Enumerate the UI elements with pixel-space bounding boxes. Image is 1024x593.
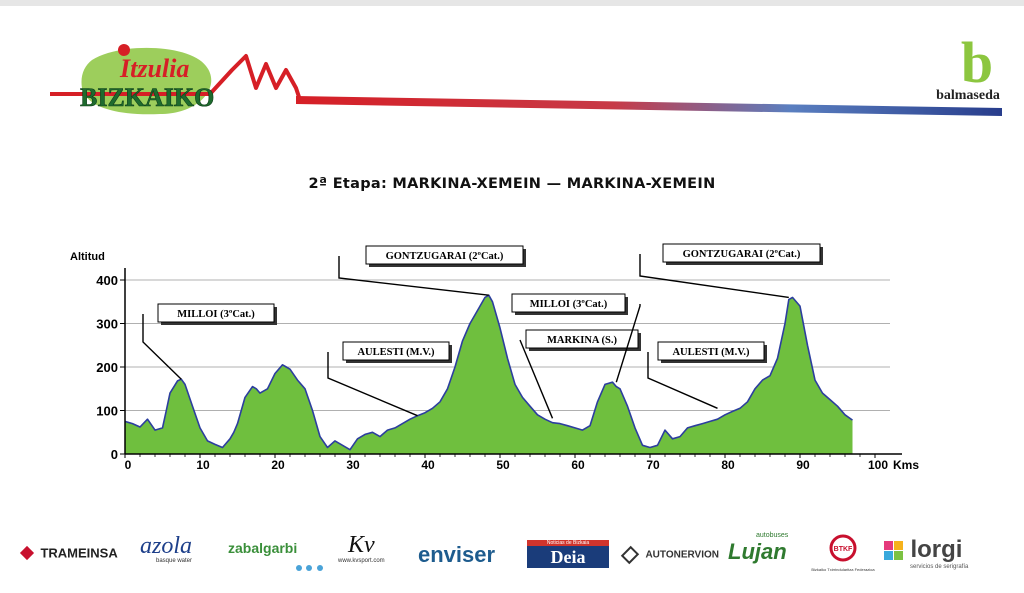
- x-axis-unit: Kms: [893, 458, 919, 472]
- autonervion-icon: [620, 545, 640, 564]
- top-border: [0, 0, 1024, 6]
- x-tick-label: 50: [496, 458, 510, 472]
- sponsor-trameinsa: TRAMEINSA: [19, 544, 118, 562]
- sponsor-deia: Noticias de Bizkaia Deia: [527, 540, 609, 568]
- sponsor-enviser: enviser: [418, 542, 495, 568]
- annotation: MILLOI (3ºCat.): [142, 303, 277, 380]
- sponsor-kvsport: Kv www.kvsport.com: [338, 532, 385, 564]
- x-tick-label: 60: [571, 458, 585, 472]
- y-axis-label: Altitud: [70, 251, 105, 263]
- logo-bottom-text: BIZKAIKO: [80, 83, 214, 112]
- annotation: MILLOI (3ºCat.): [511, 293, 641, 383]
- elevation-profile-chart: 0 100 200 300 400 0 10 20 30 40 50 60 70 80 90 100 Kms Al…: [70, 243, 919, 472]
- sponsor-label: zabalgarbi: [228, 540, 298, 556]
- annotation-leader-line: [327, 352, 418, 417]
- annotation-label: AULESTI (M.V.): [672, 347, 750, 358]
- y-tick-label: 200: [96, 360, 118, 375]
- annotation-leader-line: [647, 352, 718, 409]
- header-graphics: Itzulia BIZKAIKO: [50, 44, 1002, 116]
- heartbeat-line-icon: [50, 54, 302, 101]
- header-gradient-bar: [296, 96, 1002, 116]
- logo-dot-icon: [118, 44, 130, 56]
- balmaseda-letter: b: [961, 30, 993, 95]
- x-tick-label: 20: [271, 458, 285, 472]
- sponsor-label: AUTONERVION: [645, 549, 719, 561]
- profile-outline: [124, 294, 853, 451]
- annotation-box: [157, 303, 275, 323]
- sponsor-tagline: autobuses: [756, 532, 789, 539]
- annotation: AULESTI (M.V.): [327, 341, 452, 417]
- sponsor-btkf: BTKF Bizkaiko Txirrindularitza Federazio…: [800, 534, 886, 572]
- balmaseda-name: balmaseda: [936, 88, 1000, 103]
- sponsor-tagline: servicios de serigrafía: [910, 564, 969, 570]
- annotation-box: [511, 293, 626, 313]
- sponsor-tagline: www.kvsport.com: [338, 558, 385, 564]
- sponsor-lujan: autobuses Lujan: [728, 532, 788, 565]
- x-tick-label: 80: [721, 458, 735, 472]
- annotation-label: GONTZUGARAI (2ºCat.): [386, 251, 504, 262]
- sponsor-label: Deia: [527, 546, 609, 568]
- chart-axes: 0 100 200 300 400 0 10 20 30 40 50 60 70 80 90 100 Kms Al…: [70, 251, 919, 472]
- annotation-label: AULESTI (M.V.): [357, 347, 435, 358]
- sponsor-label: azola: [140, 533, 193, 559]
- sponsor-label: enviser: [418, 542, 496, 567]
- profile-area: [125, 295, 853, 454]
- logo-top-text: Itzulia: [119, 54, 189, 83]
- annotation-box: [525, 329, 639, 349]
- logo-splash-icon: [81, 47, 212, 115]
- sponsors-bar: TRAMEINSA azola basque water zabalgarbi …: [0, 530, 1024, 580]
- lorgi-squares-icon: [884, 540, 903, 560]
- annotation: GONTZUGARAI (2ºCat.): [338, 245, 526, 296]
- annotation-leader-line: [519, 339, 554, 419]
- annotation-label: MILLOI (3ºCat.): [177, 309, 255, 320]
- y-tick-label: 400: [96, 273, 118, 288]
- chart-annotations: MILLOI (3ºCat.) AULESTI (M.V.) GONTZUGARAI…: [142, 243, 823, 419]
- annotation-box: [365, 245, 524, 265]
- sponsor-label: lorgi: [910, 536, 963, 563]
- sponsor-tagline: basque water: [155, 558, 193, 564]
- x-tick-label: 30: [346, 458, 360, 472]
- annotation-box: [662, 243, 821, 263]
- balmaseda-logo-icon: b: [961, 30, 993, 95]
- annotation-leader-line: [615, 304, 641, 383]
- chart-area-group: [124, 294, 853, 454]
- sponsor-label: TRAMEINSA: [40, 545, 118, 561]
- sponsor-lorgi: lorgi servicios de serigrafía: [884, 536, 968, 570]
- x-tick-label: 40: [421, 458, 435, 472]
- x-tick-label: 0: [125, 458, 132, 472]
- x-tick-label: 100: [868, 458, 888, 472]
- sponsor-azola: azola basque water: [140, 534, 192, 564]
- annotation-label: MILLOI (3ºCat.): [530, 299, 608, 310]
- annotation-box: [342, 341, 450, 361]
- svg-text:BTKF: BTKF: [834, 546, 853, 553]
- y-tick-label: 0: [111, 447, 118, 462]
- annotation-leader-line: [338, 256, 489, 296]
- sponsor-label: Lujan: [728, 539, 787, 564]
- x-tick-label: 90: [796, 458, 810, 472]
- y-tick-label: 300: [96, 317, 118, 332]
- annotation: GONTZUGARAI (2ºCat.): [639, 243, 823, 299]
- trameinsa-icon: [19, 545, 35, 560]
- zabalgarbi-dots-icon: [296, 558, 323, 576]
- annotation-label: GONTZUGARAI (2ºCat.): [683, 249, 801, 260]
- sponsor-autonervion: AUTONERVION: [620, 545, 719, 564]
- x-tick-label: 70: [646, 458, 660, 472]
- annotation: MARKINA (S.): [519, 329, 641, 419]
- sponsor-tagline: Bizkaiko Txirrindularitza Federazioa: [811, 567, 875, 572]
- annotation-box: [657, 341, 765, 361]
- y-tick-label: 100: [96, 404, 118, 419]
- sponsor-tagline: Noticias de Bizkaia: [527, 540, 609, 546]
- sponsor-zabalgarbi: zabalgarbi: [228, 540, 323, 576]
- annotation-leader-line: [142, 314, 182, 380]
- chart-title: 2ª Etapa: MARKINA-XEMEIN — MARKINA-XEMEI…: [308, 176, 716, 192]
- x-tick-label: 10: [196, 458, 210, 472]
- annotation-label: MARKINA (S.): [547, 335, 618, 346]
- btkf-emblem-icon: BTKF: [829, 534, 857, 562]
- annotation-leader-line: [639, 254, 789, 299]
- annotation: AULESTI (M.V.): [647, 341, 767, 409]
- header: Itzulia BIZKAIKO: [0, 30, 1024, 130]
- sponsor-label: Kv: [348, 532, 375, 558]
